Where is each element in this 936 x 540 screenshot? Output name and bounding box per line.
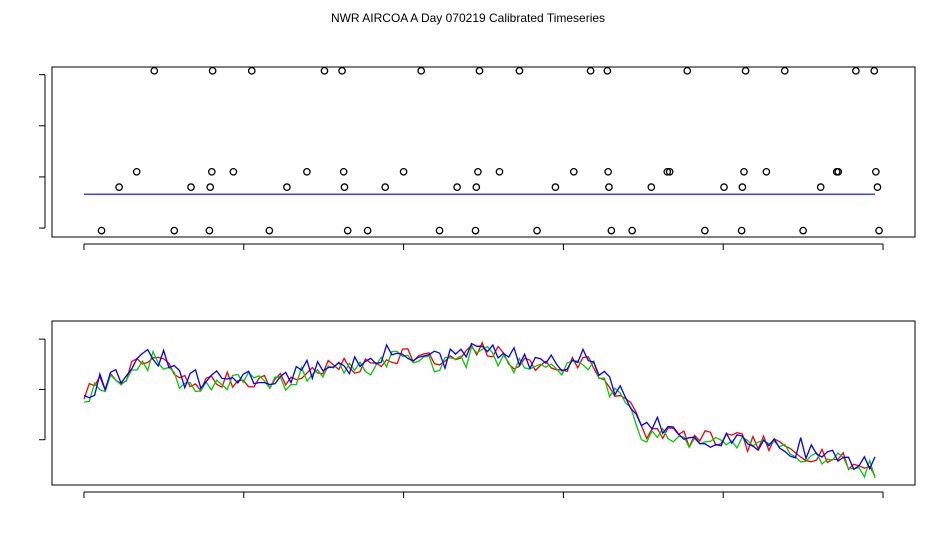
data-point: [780, 66, 789, 75]
data-point: [339, 167, 348, 176]
data-point: [569, 167, 578, 176]
data-point: [663, 167, 672, 176]
data-point: [762, 167, 771, 176]
plot-frame: [51, 320, 916, 486]
data-point: [515, 66, 524, 75]
data-point: [665, 167, 674, 176]
data-point: [738, 183, 747, 192]
data-point: [551, 183, 560, 192]
data-point: [495, 167, 504, 176]
data-point: [265, 226, 274, 235]
data-point: [475, 66, 484, 75]
scatter-panel: [39, 66, 916, 250]
data-point: [170, 226, 179, 235]
data-point: [871, 167, 880, 176]
series-line-green: [83, 345, 876, 479]
data-point: [870, 66, 879, 75]
data-point: [873, 183, 882, 192]
data-point: [603, 66, 612, 75]
data-point: [720, 183, 728, 192]
data-point: [683, 66, 692, 75]
data-point: [338, 66, 346, 75]
data-point: [132, 167, 141, 176]
data-point: [283, 183, 291, 192]
data-point: [741, 66, 750, 75]
data-point: [604, 167, 613, 176]
data-point: [474, 167, 482, 176]
data-point: [453, 183, 461, 192]
data-point: [363, 226, 372, 235]
plot-frame: [51, 66, 916, 238]
data-point: [187, 183, 195, 192]
data-point: [229, 167, 238, 176]
data-point: [647, 183, 656, 192]
data-point: [417, 66, 426, 75]
data-point: [205, 226, 214, 235]
series-line-blue: [83, 342, 876, 471]
data-point: [533, 226, 541, 235]
data-point: [97, 226, 106, 235]
data-point: [207, 167, 216, 176]
data-point: [381, 183, 390, 192]
timeseries-panel: [39, 320, 916, 498]
data-point: [343, 226, 352, 235]
data-point: [472, 183, 481, 192]
data-point: [435, 226, 444, 235]
data-point: [740, 167, 748, 176]
figure-title: NWR AIRCOA A Day 070219 Calibrated Times…: [331, 11, 605, 25]
data-point: [816, 183, 825, 192]
data-point: [605, 183, 613, 192]
data-point: [834, 167, 843, 176]
data-point: [586, 66, 595, 75]
data-point: [320, 66, 329, 75]
data-point: [700, 226, 709, 235]
data-point: [628, 226, 636, 235]
data-point: [852, 66, 860, 75]
data-point: [875, 226, 883, 235]
data-point: [247, 66, 256, 75]
data-point: [399, 167, 408, 176]
data-point: [150, 66, 159, 75]
data-point: [607, 226, 616, 235]
series-line-red: [83, 341, 876, 477]
data-point: [115, 183, 123, 192]
data-point: [799, 226, 807, 235]
data-point: [303, 167, 311, 176]
data-point: [206, 183, 215, 192]
data-point: [471, 226, 480, 235]
data-point: [737, 226, 746, 235]
data-point: [340, 183, 349, 192]
data-point: [208, 66, 217, 75]
